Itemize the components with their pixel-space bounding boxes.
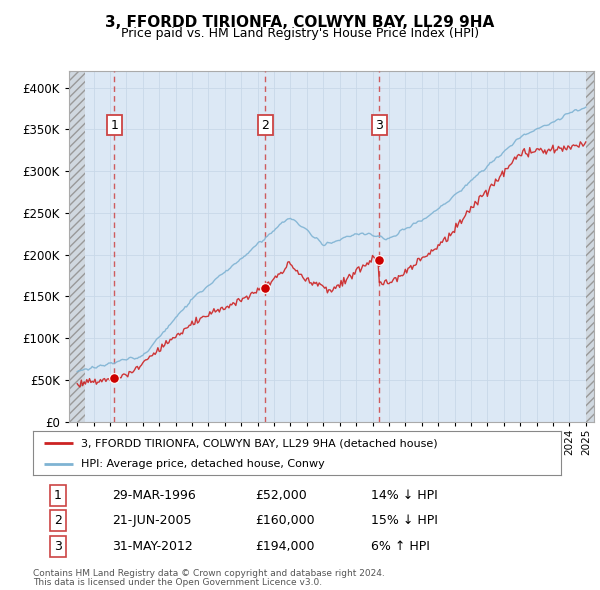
Text: £52,000: £52,000 (255, 489, 307, 502)
Text: 3, FFORDD TIRIONFA, COLWYN BAY, LL29 9HA: 3, FFORDD TIRIONFA, COLWYN BAY, LL29 9HA (106, 15, 494, 30)
Text: £160,000: £160,000 (255, 514, 314, 527)
Text: 21-JUN-2005: 21-JUN-2005 (112, 514, 192, 527)
Text: 1: 1 (110, 119, 118, 132)
Text: 2: 2 (262, 119, 269, 132)
Text: Contains HM Land Registry data © Crown copyright and database right 2024.: Contains HM Land Registry data © Crown c… (33, 569, 385, 578)
Text: 29-MAR-1996: 29-MAR-1996 (112, 489, 196, 502)
Text: 2: 2 (54, 514, 62, 527)
Text: Price paid vs. HM Land Registry's House Price Index (HPI): Price paid vs. HM Land Registry's House … (121, 27, 479, 40)
Bar (586, 71, 594, 422)
Text: £194,000: £194,000 (255, 540, 314, 553)
Bar (69, 71, 85, 422)
Text: This data is licensed under the Open Government Licence v3.0.: This data is licensed under the Open Gov… (33, 578, 322, 587)
Text: 6% ↑ HPI: 6% ↑ HPI (371, 540, 430, 553)
Text: HPI: Average price, detached house, Conwy: HPI: Average price, detached house, Conw… (80, 459, 324, 469)
Text: 3, FFORDD TIRIONFA, COLWYN BAY, LL29 9HA (detached house): 3, FFORDD TIRIONFA, COLWYN BAY, LL29 9HA… (80, 438, 437, 448)
Text: 3: 3 (376, 119, 383, 132)
Text: 3: 3 (54, 540, 62, 553)
Text: 31-MAY-2012: 31-MAY-2012 (112, 540, 193, 553)
Text: 15% ↓ HPI: 15% ↓ HPI (371, 514, 438, 527)
Text: 1: 1 (54, 489, 62, 502)
Text: 14% ↓ HPI: 14% ↓ HPI (371, 489, 437, 502)
